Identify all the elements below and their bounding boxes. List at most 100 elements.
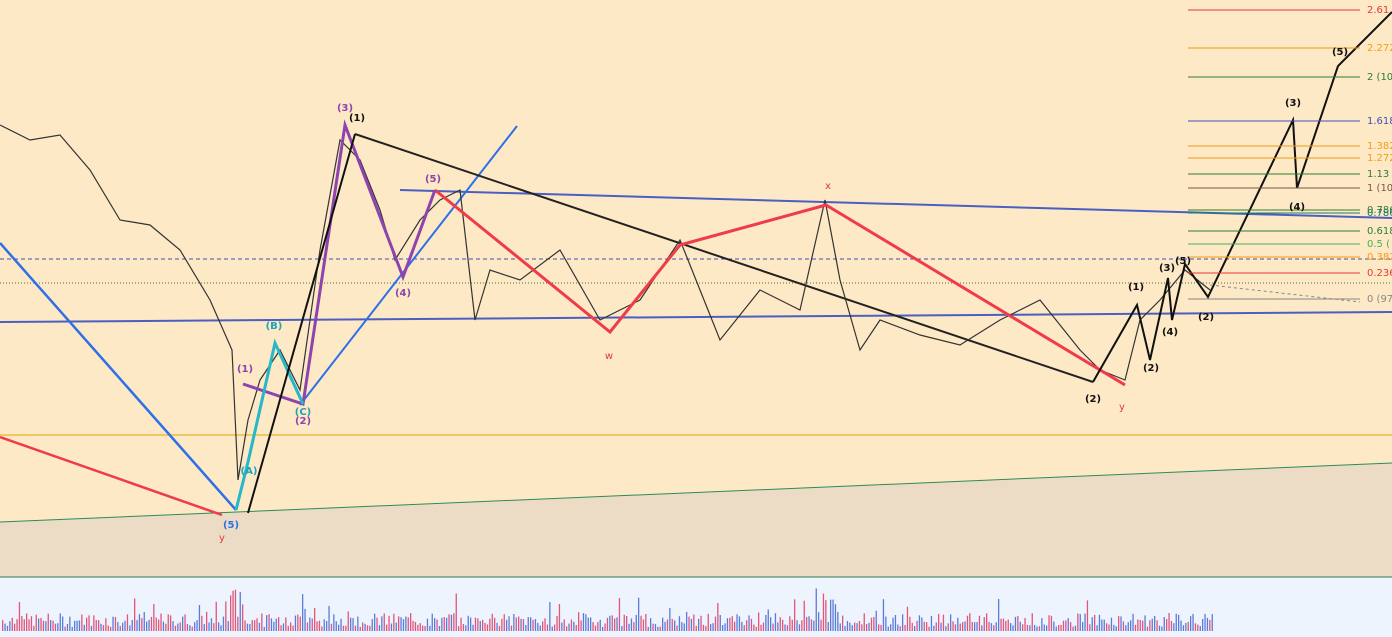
volume-bar: [38, 618, 40, 631]
volume-bar: [1043, 624, 1045, 631]
volume-bar: [1197, 624, 1199, 631]
volume-bar: [1074, 625, 1077, 631]
volume-bar: [1146, 626, 1149, 631]
volume-bar: [1098, 614, 1101, 631]
volume-bar: [402, 619, 405, 631]
volume-bar: [287, 625, 289, 631]
volume-bar: [254, 620, 256, 631]
volume-bar: [887, 626, 889, 631]
volume-bar: [266, 615, 268, 631]
volume-bar: [244, 620, 246, 631]
volume-bar: [719, 615, 721, 631]
volume-bar: [1108, 624, 1110, 631]
fib-label: 0.786: [1367, 208, 1392, 219]
volume-bar: [959, 623, 961, 631]
volume-bar: [42, 620, 45, 631]
volume-bar: [422, 625, 424, 631]
volume-bar: [1094, 614, 1096, 631]
wave-labels: (3)(1)(5)(4)(B)(1)(C)(2)(A)(5)ywx(2)y(1)…: [219, 47, 1348, 544]
volume-bar: [86, 617, 88, 631]
volume-bar: [652, 623, 654, 631]
fib-label: 2.61: [1367, 5, 1389, 16]
volume-bar: [1000, 618, 1002, 631]
volume-bar: [503, 614, 505, 631]
volume-bar: [969, 613, 971, 631]
volume-bar: [494, 617, 496, 631]
volume-bar: [698, 618, 700, 631]
volume-bar: [609, 615, 611, 631]
volume-bar: [1122, 621, 1125, 631]
wave-label: w: [605, 351, 613, 362]
volume-bar: [904, 624, 906, 631]
volume-bar: [515, 617, 517, 631]
volume-bars: [2, 588, 1213, 631]
volume-bar: [772, 623, 774, 631]
volume-bar: [1120, 616, 1122, 631]
volume-bar: [724, 623, 726, 631]
volume-bar: [242, 604, 244, 631]
volume-bar: [520, 618, 522, 631]
volume-bar: [474, 617, 477, 631]
volume-bar: [16, 619, 18, 631]
volume-bar: [1202, 619, 1204, 631]
volume-bar: [534, 619, 537, 631]
volume-bar: [1048, 615, 1050, 631]
volume-bar: [974, 622, 976, 631]
volume-bar: [1062, 620, 1065, 631]
volume-bar: [417, 624, 419, 631]
volume-bar: [374, 613, 376, 631]
volume-bar: [30, 616, 33, 631]
volume-bar: [842, 615, 844, 631]
fib-label: 0.5 (: [1367, 239, 1390, 250]
volume-bar: [215, 601, 217, 631]
volume-bar: [1022, 624, 1024, 631]
volume-bar: [1137, 619, 1139, 631]
volume-bar: [935, 622, 937, 631]
volume-bar: [820, 619, 822, 631]
volume-bar: [518, 616, 520, 631]
volume-bar: [119, 625, 121, 631]
volume-bar: [1144, 615, 1146, 631]
volume-bar: [993, 625, 995, 631]
volume-bar: [789, 616, 791, 631]
volume-bar: [611, 615, 613, 631]
volume-bar: [1110, 617, 1113, 631]
volume-bar: [486, 624, 489, 631]
volume-bar: [11, 617, 13, 631]
volume-bar: [1173, 623, 1175, 631]
volume-bar: [342, 625, 345, 631]
volume-bar: [866, 624, 868, 631]
volume-bar: [1091, 617, 1093, 631]
volume-bar: [465, 625, 467, 631]
volume-bar: [1139, 620, 1141, 631]
volume-bar: [102, 625, 105, 631]
volume-bar: [808, 616, 810, 631]
wave-label: (3): [1285, 98, 1301, 109]
volume-bar: [376, 617, 378, 631]
volume-bar: [638, 597, 640, 631]
volume-bar: [618, 598, 621, 631]
volume-bar: [479, 620, 481, 631]
volume-bar: [189, 625, 191, 631]
volume-bar: [734, 621, 736, 631]
volume-bar: [158, 619, 160, 631]
volume-bar: [246, 623, 249, 631]
wave-label: (2): [1085, 394, 1101, 405]
volume-bar: [1065, 620, 1067, 631]
volume-bar: [796, 620, 798, 631]
volume-bar: [1125, 625, 1127, 631]
volume-bar: [378, 625, 381, 631]
volume-bar: [1204, 613, 1206, 631]
volume-bar: [1127, 622, 1129, 631]
volume-bar: [621, 626, 623, 631]
volume-bar: [302, 594, 304, 631]
volume-bar: [654, 623, 657, 631]
volume-bar: [909, 616, 911, 631]
volume-bar: [1082, 621, 1084, 631]
volume-bar: [290, 622, 292, 631]
volume-bar: [354, 625, 357, 631]
volume-bar: [371, 619, 373, 631]
volume-bar: [143, 612, 145, 631]
volume-bar: [676, 625, 678, 631]
volume-bar: [388, 615, 390, 631]
